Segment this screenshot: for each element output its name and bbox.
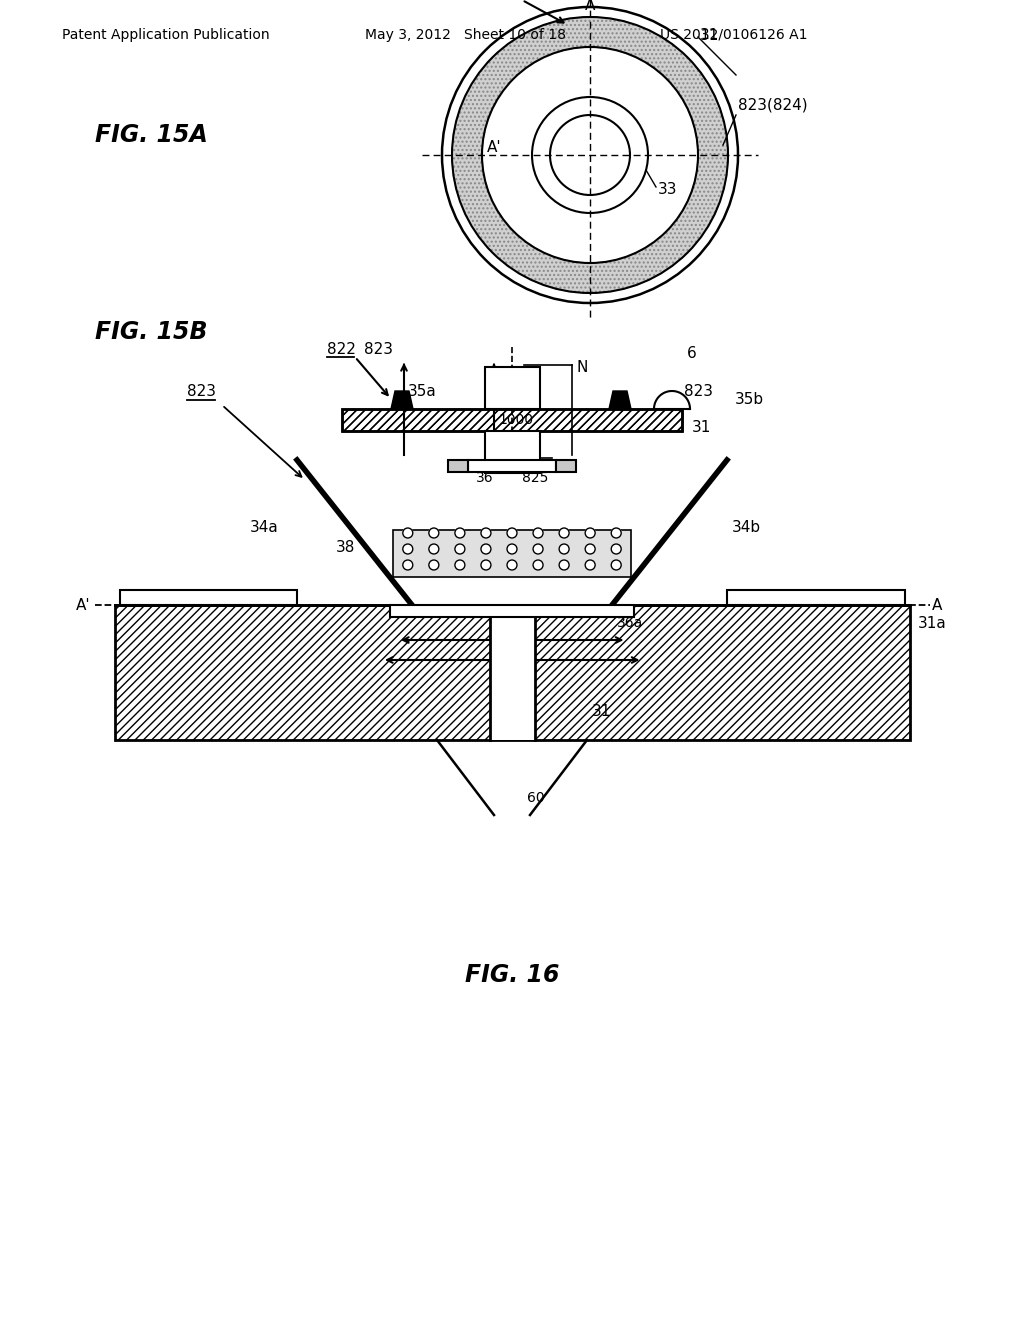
Bar	[390, 605, 635, 616]
Text: US 2012/0106126 A1: US 2012/0106126 A1	[660, 28, 808, 42]
Bar	[556, 459, 575, 473]
Circle shape	[585, 528, 595, 539]
Text: 823: 823	[187, 384, 216, 400]
Text: 60: 60	[527, 791, 545, 805]
Text: 34b: 34b	[732, 520, 761, 536]
Text: 31: 31	[592, 705, 611, 719]
Text: 823: 823	[684, 384, 713, 399]
Bar	[449, 459, 468, 473]
Text: A: A	[585, 0, 595, 12]
Circle shape	[455, 528, 465, 539]
Text: 31: 31	[700, 28, 720, 42]
Text: 34a: 34a	[250, 520, 279, 536]
Circle shape	[611, 528, 622, 539]
Circle shape	[559, 560, 569, 570]
Circle shape	[507, 544, 517, 554]
Polygon shape	[297, 459, 727, 605]
Circle shape	[534, 560, 543, 570]
Circle shape	[429, 560, 439, 570]
Bar	[120, 590, 297, 605]
Circle shape	[429, 528, 439, 539]
Circle shape	[611, 560, 622, 570]
Text: 6: 6	[687, 346, 696, 362]
Circle shape	[481, 560, 490, 570]
Bar	[115, 605, 910, 741]
Text: 823(824): 823(824)	[738, 98, 808, 112]
Text: A': A'	[487, 140, 502, 154]
Text: 825b: 825b	[498, 385, 534, 399]
Text: N: N	[575, 359, 588, 375]
Text: 31a: 31a	[918, 615, 947, 631]
Circle shape	[611, 544, 622, 554]
Text: 824: 824	[514, 447, 541, 461]
Text: Patent Application Publication: Patent Application Publication	[62, 28, 269, 42]
Text: FIG. 15A: FIG. 15A	[95, 123, 208, 147]
Text: 33: 33	[658, 182, 678, 198]
Text: FIG. 15B: FIG. 15B	[95, 319, 208, 345]
Bar	[485, 432, 540, 473]
Text: 822: 822	[327, 342, 356, 356]
Text: M: M	[506, 643, 518, 657]
Text: A: A	[932, 598, 942, 612]
Circle shape	[402, 560, 413, 570]
Text: 35a: 35a	[408, 384, 437, 400]
Bar	[342, 409, 682, 432]
Bar	[115, 605, 910, 741]
Circle shape	[402, 528, 413, 539]
Circle shape	[402, 544, 413, 554]
Circle shape	[559, 544, 569, 554]
Text: R: R	[520, 517, 530, 532]
Circle shape	[534, 528, 543, 539]
Circle shape	[507, 528, 517, 539]
Circle shape	[455, 544, 465, 554]
Circle shape	[455, 560, 465, 570]
Text: 35b: 35b	[735, 392, 764, 408]
Circle shape	[481, 528, 490, 539]
Text: 36: 36	[476, 471, 494, 484]
Text: 36a: 36a	[617, 616, 643, 630]
Polygon shape	[391, 391, 413, 409]
Text: 31: 31	[692, 421, 712, 436]
Circle shape	[585, 560, 595, 570]
Polygon shape	[609, 391, 631, 409]
Bar	[485, 367, 540, 409]
Bar	[468, 459, 556, 473]
Text: 33: 33	[536, 517, 555, 532]
Text: FIG. 16: FIG. 16	[465, 964, 559, 987]
Text: d1: d1	[503, 623, 521, 638]
Text: A': A'	[76, 598, 90, 612]
Text: 38: 38	[336, 540, 354, 554]
Circle shape	[585, 544, 595, 554]
Circle shape	[429, 544, 439, 554]
Bar	[490, 605, 535, 741]
Bar	[342, 409, 682, 432]
Text: 825: 825	[522, 471, 549, 484]
Bar	[393, 531, 631, 577]
Text: 1000: 1000	[498, 413, 534, 426]
Polygon shape	[452, 17, 728, 293]
Text: May 3, 2012   Sheet 10 of 18: May 3, 2012 Sheet 10 of 18	[365, 28, 566, 42]
Text: 823: 823	[364, 342, 393, 356]
Bar	[342, 409, 682, 432]
Circle shape	[481, 544, 490, 554]
Circle shape	[507, 560, 517, 570]
Circle shape	[534, 544, 543, 554]
Circle shape	[559, 528, 569, 539]
Bar	[727, 590, 905, 605]
